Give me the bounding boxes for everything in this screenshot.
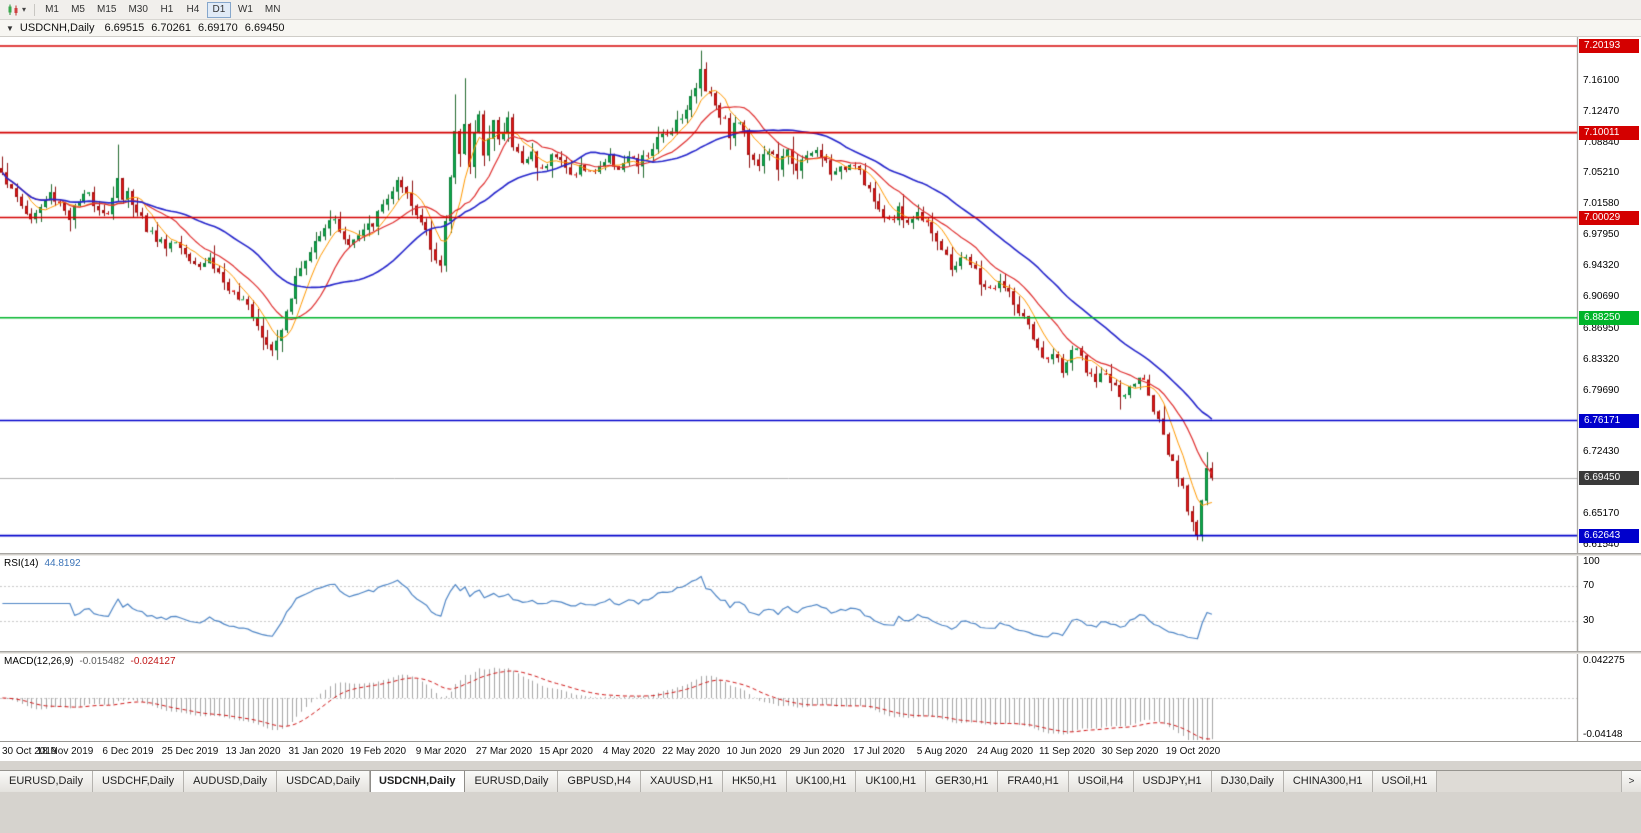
time-axis-label: 24 Aug 2020 xyxy=(976,746,1034,757)
chart-symbol-title: USDCNH,Daily xyxy=(19,22,95,34)
chart-tab-usdchf-daily[interactable]: USDCHF,Daily xyxy=(92,771,185,792)
chart-tab-eurusd-daily[interactable]: EURUSD,Daily xyxy=(465,771,559,792)
timeframe-button-h4[interactable]: H4 xyxy=(181,2,205,18)
time-axis-label: 27 Mar 2020 xyxy=(475,746,533,757)
chart-menu-triangle-icon[interactable]: ▼ xyxy=(6,23,14,33)
toolbar-separator xyxy=(34,3,36,16)
time-axis-label: 30 Sep 2020 xyxy=(1101,746,1159,757)
chart-tab-fra40-h1[interactable]: FRA40,H1 xyxy=(998,771,1069,792)
chart-tab-gbpusd-h4[interactable]: GBPUSD,H4 xyxy=(558,771,641,792)
chart-tab-usoil-h4[interactable]: USOil,H4 xyxy=(1068,771,1134,792)
quote-high: 6.70261 xyxy=(151,22,192,34)
timeframe-button-m30[interactable]: M30 xyxy=(123,2,152,18)
chart-tab-usdcad-daily[interactable]: USDCAD,Daily xyxy=(277,771,371,792)
timeframe-button-h1[interactable]: H1 xyxy=(155,2,179,18)
workspace-background xyxy=(0,792,1641,833)
time-axis-label: 19 Feb 2020 xyxy=(349,746,407,757)
chart-tab-audusd-daily[interactable]: AUDUSD,Daily xyxy=(184,771,278,792)
tab-bar-spacer xyxy=(1437,771,1621,792)
time-axis-label: 9 Mar 2020 xyxy=(415,746,467,757)
timeframe-button-m5[interactable]: M5 xyxy=(66,2,90,18)
pane-splitter[interactable] xyxy=(0,651,1641,654)
time-axis-label: 15 Apr 2020 xyxy=(539,746,593,757)
time-axis-label: 31 Jan 2020 xyxy=(288,746,344,757)
pane-splitter[interactable] xyxy=(0,553,1641,556)
tab-scroll-right-button[interactable]: > xyxy=(1621,771,1641,792)
time-axis-label: 11 Sep 2020 xyxy=(1039,746,1095,757)
timeframe-button-m15[interactable]: M15 xyxy=(92,2,121,18)
time-axis-label: 25 Dec 2019 xyxy=(161,746,219,757)
chart-tab-usdjpy-h1[interactable]: USDJPY,H1 xyxy=(1133,771,1212,792)
chart-tab-uk100-h1[interactable]: UK100,H1 xyxy=(856,771,927,792)
chart-tab-dj30-daily[interactable]: DJ30,Daily xyxy=(1211,771,1284,792)
timeframe-button-w1[interactable]: W1 xyxy=(233,2,258,18)
main-chart-pane: 7.16100 7.12470 7.08840 7.05210 7.01580 6.979… xyxy=(0,37,1641,553)
rsi-pane: RSI(14) 44.8192 100 70 30 xyxy=(0,556,1641,651)
timeframe-button-d1[interactable]: D1 xyxy=(206,1,231,18)
time-axis[interactable]: 30 Oct 2019 18 Nov 2019 6 Dec 2019 25 Dec 2… xyxy=(0,741,1641,761)
timeframe-button-group: M1 M5 M15 M30 H1 H4 D1 W1 MN xyxy=(40,1,286,18)
time-axis-label: 17 Jul 2020 xyxy=(853,746,905,757)
chart-tab-eurusd-daily[interactable]: EURUSD,Daily xyxy=(0,771,93,792)
timeframe-button-mn[interactable]: MN xyxy=(260,2,286,18)
time-axis-label: 19 Oct 2020 xyxy=(1165,746,1221,757)
time-axis-label: 5 Aug 2020 xyxy=(916,746,968,757)
chart-type-dropdown-caret-icon[interactable]: ▾ xyxy=(22,5,27,14)
quote-open: 6.69515 xyxy=(104,22,145,34)
quote-close: 6.69450 xyxy=(244,22,285,34)
chart-area: 7.16100 7.12470 7.08840 7.05210 7.01580 6.979… xyxy=(0,37,1641,761)
chart-tab-ger30-h1[interactable]: GER30,H1 xyxy=(926,771,999,792)
macd-pane: MACD(12,26,9) -0.015482 -0.024127 0.0422… xyxy=(0,654,1641,741)
time-axis-label: 13 Jan 2020 xyxy=(225,746,281,757)
time-axis-label: 22 May 2020 xyxy=(662,746,720,757)
time-axis-label: 18 Nov 2019 xyxy=(36,746,94,757)
chart-tab-uk100-h1[interactable]: UK100,H1 xyxy=(786,771,857,792)
time-axis-label: 6 Dec 2019 xyxy=(102,746,154,757)
chart-window-title-bar: ▼ USDCNH,Daily 6.69515 6.70261 6.69170 6… xyxy=(0,20,1641,37)
chart-tab-usdcnh-daily[interactable]: USDCNH,Daily xyxy=(370,771,466,792)
toolbar: ▾ M1 M5 M15 M30 H1 H4 D1 W1 MN xyxy=(0,0,1641,20)
chart-tab-china300-h1[interactable]: CHINA300,H1 xyxy=(1283,771,1373,792)
rsi-canvas[interactable] xyxy=(0,556,1641,651)
chart-tab-bar: EURUSD,Daily USDCHF,Daily AUDUSD,Daily USDC… xyxy=(0,770,1641,792)
chart-tab-usoil-h1[interactable]: USOil,H1 xyxy=(1372,771,1438,792)
chart-type-icon[interactable] xyxy=(4,3,22,17)
time-axis-label: 30 Oct 2019 xyxy=(2,746,57,757)
timeframe-button-m1[interactable]: M1 xyxy=(40,2,64,18)
quote-low: 6.69170 xyxy=(198,22,238,34)
time-axis-label: 10 Jun 2020 xyxy=(726,746,782,757)
time-axis-label: 4 May 2020 xyxy=(602,746,656,757)
chart-tab-hk50-h1[interactable]: HK50,H1 xyxy=(722,771,787,792)
main-chart-canvas[interactable] xyxy=(0,37,1641,553)
window-gap xyxy=(0,761,1641,770)
macd-canvas[interactable] xyxy=(0,654,1641,741)
time-axis-label: 29 Jun 2020 xyxy=(789,746,845,757)
chart-tab-xauusd-h1[interactable]: XAUUSD,H1 xyxy=(640,771,723,792)
